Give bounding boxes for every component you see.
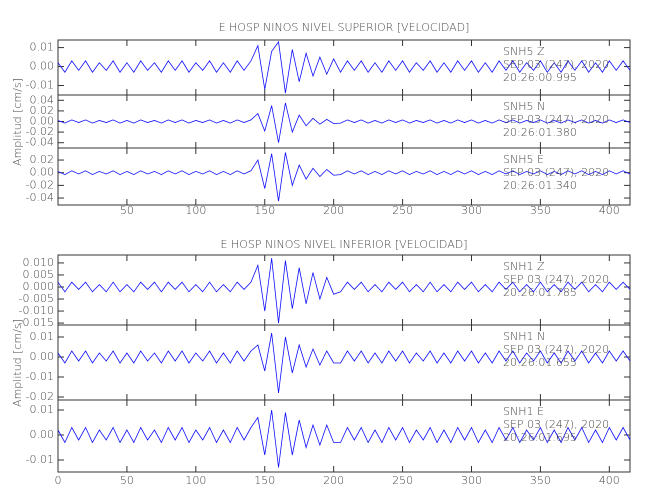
x-tick-label: 400 — [599, 474, 620, 487]
y-tick-label: -0.01 — [26, 453, 54, 466]
trace-label: 20:26:01.380 — [503, 126, 577, 139]
trace-label: SNH1 Z — [503, 260, 545, 273]
waveform — [57, 258, 631, 324]
waveform — [57, 102, 631, 143]
x-tick-label: 350 — [530, 204, 551, 217]
y-tick-label: -0.01 — [26, 79, 54, 92]
y-tick-label: -0.02 — [26, 178, 54, 191]
x-tick-label: 200 — [323, 474, 344, 487]
y-tick-label: -0.015 — [19, 316, 54, 329]
panel-frame — [57, 147, 631, 206]
y-axis-label: Amplitud [cm/s] — [11, 78, 24, 166]
trace-label: SEP 03 (247), 2020 — [503, 273, 609, 286]
x-tick-label: 300 — [461, 474, 482, 487]
y-tick-label: 0.005 — [23, 268, 55, 281]
trace-label: SNH5 Z — [503, 45, 545, 58]
y-tick-label: 0.00 — [30, 428, 55, 441]
chart-title: E HOSP NINOS NIVEL INFERIOR [VELOCIDAD] — [221, 238, 468, 251]
x-tick-label: 400 — [599, 204, 620, 217]
y-tick-label: 0.01 — [30, 330, 55, 343]
x-tick-label: 250 — [392, 474, 413, 487]
x-tick-label: 100 — [185, 474, 206, 487]
trace-label: SEP 03 (247), 2020 — [503, 418, 609, 431]
trace-label: 20:26:01.785 — [503, 286, 577, 299]
trace-label: SNH1 N — [503, 330, 545, 343]
x-tick-label: 350 — [530, 474, 551, 487]
y-axis-label: Amplitud [cm/s] — [11, 319, 24, 407]
trace-label: SNH5 N — [503, 100, 545, 113]
y-tick-label: -0.02 — [26, 390, 54, 403]
waveform — [57, 409, 631, 468]
chart-title: E HOSP NINOS NIVEL SUPERIOR [VELOCIDAD] — [219, 21, 470, 34]
trace-label: 20:26:01.655 — [503, 356, 577, 369]
trace-label: SEP 03 (247), 2020 — [503, 113, 609, 126]
y-tick-label: 0.010 — [23, 256, 55, 269]
trace-label: SEP 03 (247), 2020 — [503, 166, 609, 179]
y-tick-label: 0.04 — [30, 93, 55, 106]
trace-label: 20:26:00.995 — [503, 71, 577, 84]
y-tick-label: 0.00 — [30, 115, 55, 128]
y-tick-label: -0.04 — [26, 136, 54, 149]
x-tick-label: 50 — [120, 204, 134, 217]
waveform — [57, 332, 631, 394]
y-tick-label: 0.000 — [23, 280, 55, 293]
y-tick-label: 0.01 — [30, 41, 55, 54]
x-tick-label: 100 — [185, 204, 206, 217]
y-tick-label: -0.04 — [26, 191, 54, 204]
y-tick-label: -0.02 — [26, 125, 54, 138]
y-tick-label: -0.005 — [19, 292, 54, 305]
x-tick-label: 0 — [55, 474, 62, 487]
y-tick-label: 0.00 — [30, 166, 55, 179]
trace-label: SEP 03 (247), 2020 — [503, 343, 609, 356]
y-tick-label: 0.00 — [30, 60, 55, 73]
waveform — [57, 152, 631, 202]
trace-label: 20:26:01.340 — [503, 179, 577, 192]
waveform — [57, 40, 631, 94]
x-tick-label: 150 — [254, 474, 275, 487]
trace-label: SNH5 E — [503, 153, 544, 166]
panel-frame — [57, 399, 631, 473]
trace-label: 20:26:01.695 — [503, 431, 577, 444]
x-tick-label: 200 — [323, 204, 344, 217]
y-tick-label: -0.010 — [19, 304, 54, 317]
y-tick-label: 0.00 — [30, 350, 55, 363]
x-tick-label: 150 — [254, 204, 275, 217]
x-tick-label: 300 — [461, 204, 482, 217]
y-tick-label: 0.01 — [30, 403, 55, 416]
x-tick-label: 50 — [120, 474, 134, 487]
y-tick-label: 0.02 — [30, 153, 55, 166]
y-tick-label: 0.02 — [30, 104, 55, 117]
y-tick-label: -0.01 — [26, 370, 54, 383]
x-tick-label: 250 — [392, 204, 413, 217]
trace-label: SNH1 E — [503, 405, 544, 418]
trace-label: SEP 03 (247), 2020 — [503, 58, 609, 71]
